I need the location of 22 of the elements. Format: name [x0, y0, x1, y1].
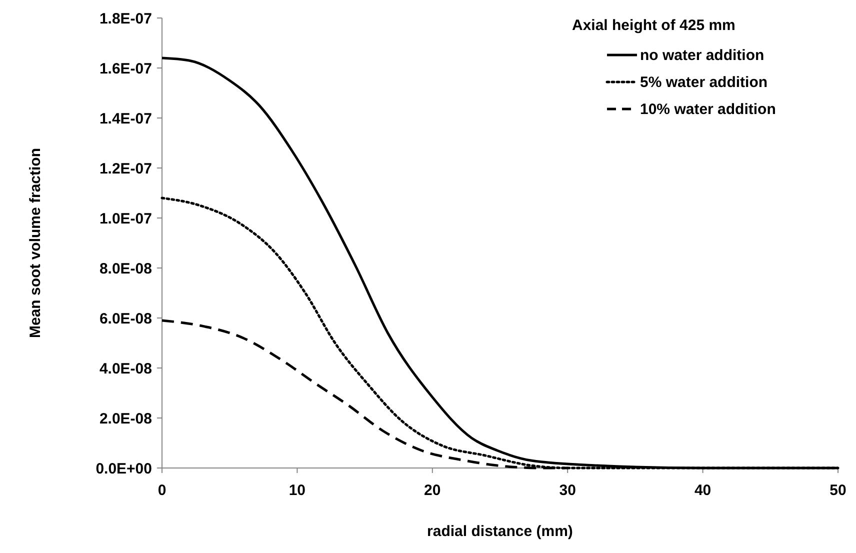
- x-tick-label: 40: [694, 482, 712, 499]
- y-tick-label: 2.0E-08: [99, 410, 152, 428]
- x-tick-label: 0: [158, 482, 166, 499]
- legend-title: Axial height of 425 mm: [572, 17, 736, 34]
- y-axis-title: Mean soot volume fraction: [27, 148, 44, 338]
- y-tick-label: 0.0E+00: [96, 460, 152, 478]
- x-tick-label: 10: [288, 482, 306, 499]
- x-tick-label: 30: [559, 482, 576, 499]
- x-tick-label: 50: [830, 482, 846, 499]
- x-tick-label: 20: [424, 482, 441, 499]
- y-tick-label: 1.4E-07: [99, 110, 152, 128]
- legend-label: no water addition: [640, 47, 764, 64]
- legend-label: 5% water addition: [640, 74, 768, 91]
- y-tick-label: 1.2E-07: [99, 160, 152, 178]
- x-axis-title: radial distance (mm): [427, 523, 573, 540]
- legend-label: 10% water addition: [640, 101, 776, 118]
- y-tick-label: 6.0E-08: [99, 310, 152, 328]
- y-tick-label: 4.0E-08: [99, 360, 152, 378]
- y-tick-label: 1.0E-07: [99, 210, 152, 228]
- y-tick-label: 1.8E-07: [99, 10, 152, 28]
- y-tick-label: 1.6E-07: [99, 60, 152, 78]
- y-tick-label: 8.0E-08: [99, 260, 152, 278]
